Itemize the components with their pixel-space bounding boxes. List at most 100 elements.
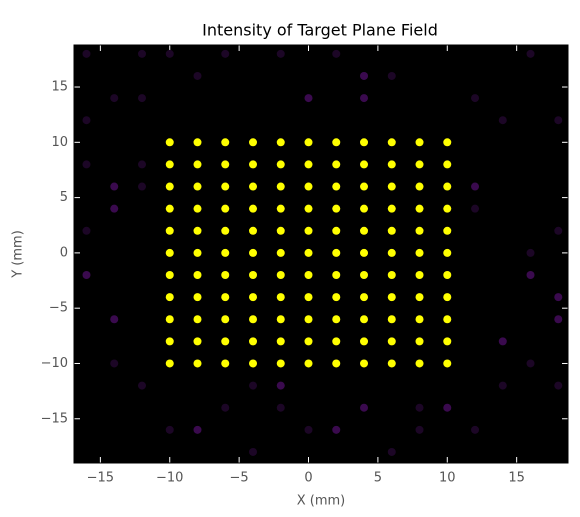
point [415, 204, 424, 213]
point [221, 49, 230, 58]
point [304, 138, 313, 147]
point [165, 271, 174, 280]
x-tick-label: 15 [508, 471, 525, 486]
point [165, 315, 174, 324]
y-tick-label: 10 [51, 135, 68, 150]
point [304, 425, 313, 434]
point [387, 248, 396, 257]
point [387, 359, 396, 368]
point [387, 337, 396, 346]
point [554, 226, 563, 235]
point [110, 359, 119, 368]
point [304, 226, 313, 235]
point [526, 248, 535, 257]
point [193, 204, 202, 213]
point [304, 293, 313, 302]
point [443, 271, 452, 280]
point [249, 248, 258, 257]
point [221, 226, 230, 235]
point [471, 182, 480, 191]
point [443, 359, 452, 368]
point [360, 293, 369, 302]
point [415, 138, 424, 147]
point [387, 138, 396, 147]
point [443, 248, 452, 257]
point [332, 293, 341, 302]
point [387, 160, 396, 169]
point [360, 94, 369, 103]
point [304, 248, 313, 257]
point [360, 204, 369, 213]
point [332, 425, 341, 434]
point [276, 403, 285, 412]
point [249, 138, 258, 147]
chart-title: Intensity of Target Plane Field [202, 21, 438, 40]
point [221, 204, 230, 213]
point [82, 160, 91, 169]
point [443, 160, 452, 169]
point [304, 337, 313, 346]
point [82, 116, 91, 125]
point [249, 271, 258, 280]
point [137, 49, 146, 58]
point [415, 182, 424, 191]
point [249, 315, 258, 324]
point [304, 160, 313, 169]
point [165, 49, 174, 58]
point [276, 204, 285, 213]
point [249, 226, 258, 235]
point [276, 49, 285, 58]
point [415, 425, 424, 434]
point [193, 138, 202, 147]
point [165, 138, 174, 147]
point [221, 293, 230, 302]
point [165, 359, 174, 368]
point [554, 116, 563, 125]
point [249, 381, 258, 390]
point [193, 226, 202, 235]
point [332, 204, 341, 213]
point [415, 293, 424, 302]
point [387, 293, 396, 302]
point [332, 49, 341, 58]
point [110, 315, 119, 324]
y-axis-label: Y (mm) [11, 230, 26, 279]
point [387, 447, 396, 456]
point [443, 337, 452, 346]
point [360, 315, 369, 324]
point [165, 337, 174, 346]
point [165, 248, 174, 257]
point [276, 248, 285, 257]
point [415, 403, 424, 412]
point [387, 271, 396, 280]
point [332, 359, 341, 368]
y-tick-label: 0 [60, 245, 68, 260]
point [221, 271, 230, 280]
point [360, 226, 369, 235]
point [415, 226, 424, 235]
point [276, 381, 285, 390]
point [193, 71, 202, 80]
y-tick-label: −5 [49, 301, 68, 316]
point [193, 248, 202, 257]
point [221, 315, 230, 324]
point [304, 359, 313, 368]
point [415, 337, 424, 346]
y-tick-label: 15 [51, 80, 68, 95]
point [221, 138, 230, 147]
point [554, 315, 563, 324]
point [443, 293, 452, 302]
y-tick-label: 5 [60, 190, 68, 205]
point [332, 271, 341, 280]
point [221, 182, 230, 191]
point [249, 359, 258, 368]
point [526, 359, 535, 368]
point [193, 359, 202, 368]
point [443, 182, 452, 191]
point [221, 403, 230, 412]
x-tick-label: −10 [156, 471, 183, 486]
point [304, 94, 313, 103]
point [387, 182, 396, 191]
point [137, 182, 146, 191]
